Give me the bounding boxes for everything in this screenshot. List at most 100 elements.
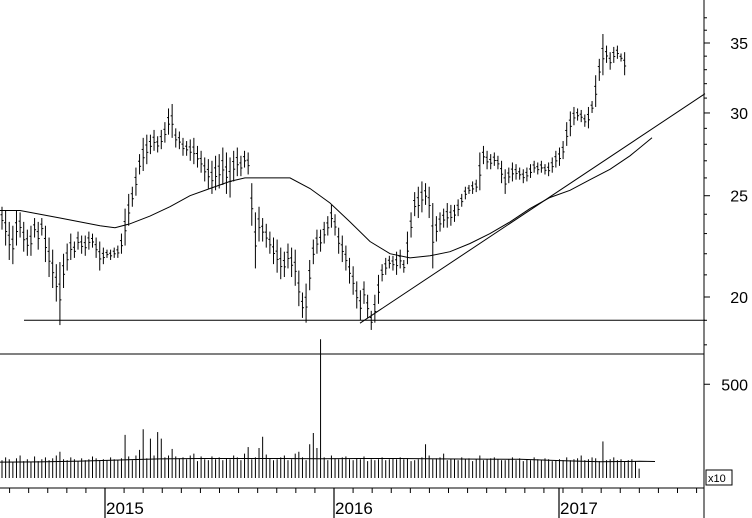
price-bar [355,281,359,309]
price-bar [344,245,348,271]
x-year-label: 2016 [335,499,373,518]
price-bar [141,137,145,171]
price-bar [438,212,442,232]
price-bar [257,206,261,242]
price-bar [442,208,446,228]
price-bar [416,186,420,219]
price-bar [116,245,120,258]
price-bar [290,247,294,278]
price-bar [489,154,493,170]
price-bar [145,134,149,165]
price-bar [22,221,26,252]
price-bar [69,233,73,260]
price-bar [54,264,58,302]
price-bar [224,152,228,194]
price-bar [119,233,123,254]
price-bar [185,141,189,156]
price-bar [329,204,333,228]
price-bar [311,239,315,265]
price-bar [427,186,431,219]
price-bar [503,169,507,194]
price-bar [47,237,51,278]
price-bar [583,114,587,127]
price-bar [608,52,612,70]
price-bar [286,243,290,269]
price-bar [373,294,377,323]
price-bar [51,249,55,289]
volume-unit-label: x10 [708,473,726,485]
price-bar [319,229,323,252]
price-bar [453,204,456,222]
price-bar [268,231,272,254]
price-bar [293,249,297,286]
price-bar [514,164,518,180]
price-bar [557,147,561,166]
price-bar [543,164,547,175]
price-bar [413,192,417,217]
price-tick-label: 35 [730,36,748,53]
price-bar [87,231,91,250]
price-bar [250,183,254,226]
price-bar [7,221,11,260]
price-bar [76,231,80,250]
price-bar [594,75,598,107]
price-bar [510,162,514,182]
price-bar [387,255,391,269]
price-bar [478,152,482,191]
price-bar [597,58,601,81]
price-bar [590,101,594,113]
price-bar [29,225,33,256]
price-bar [601,34,605,76]
trendline [359,93,706,324]
price-bar [195,145,199,168]
x-year-label: 2015 [106,499,144,518]
price-bar [130,186,134,207]
price-bar [167,108,171,135]
price-bar [547,162,551,177]
price-bar [203,157,207,182]
price-bar [33,218,37,238]
price-bar [579,109,583,123]
price-bar [282,251,286,278]
price-bar [420,181,424,213]
price-bar [326,216,330,236]
price-overlays [0,93,706,324]
price-bar [536,162,540,175]
volume-overlays [0,458,656,463]
price-bar [98,241,102,271]
price-bar [239,155,243,177]
price-tick-label: 30 [730,106,748,123]
price-bar [362,281,366,304]
price-bar [174,128,178,148]
price-bar [134,167,138,196]
price-bar [405,231,409,265]
price-bar [152,129,156,151]
price-bar [409,212,413,238]
price-tick-label: 20 [730,290,748,307]
price-bar [615,45,619,59]
price-bar [376,274,380,304]
price-bar [221,147,225,185]
price-bar [105,249,109,258]
price-bar [550,157,554,173]
price-bar [521,169,525,184]
volume-bars [1,339,640,478]
price-bar [127,193,131,226]
price-bar [337,227,341,254]
price-bar [11,225,15,265]
price-bar [572,106,576,126]
price-bar [481,145,485,165]
x-year-label: 2017 [560,499,598,518]
price-bar [261,218,265,242]
price-bar [525,167,529,182]
price-bar [402,259,406,273]
price-bar [456,199,460,217]
price-bar [58,262,62,326]
price-bar [380,264,384,282]
price-bar [358,290,362,321]
price-bar [214,155,218,191]
price-bar [101,247,105,265]
price-bar [565,122,569,146]
price-bar [163,122,167,143]
price-bar [492,152,496,166]
